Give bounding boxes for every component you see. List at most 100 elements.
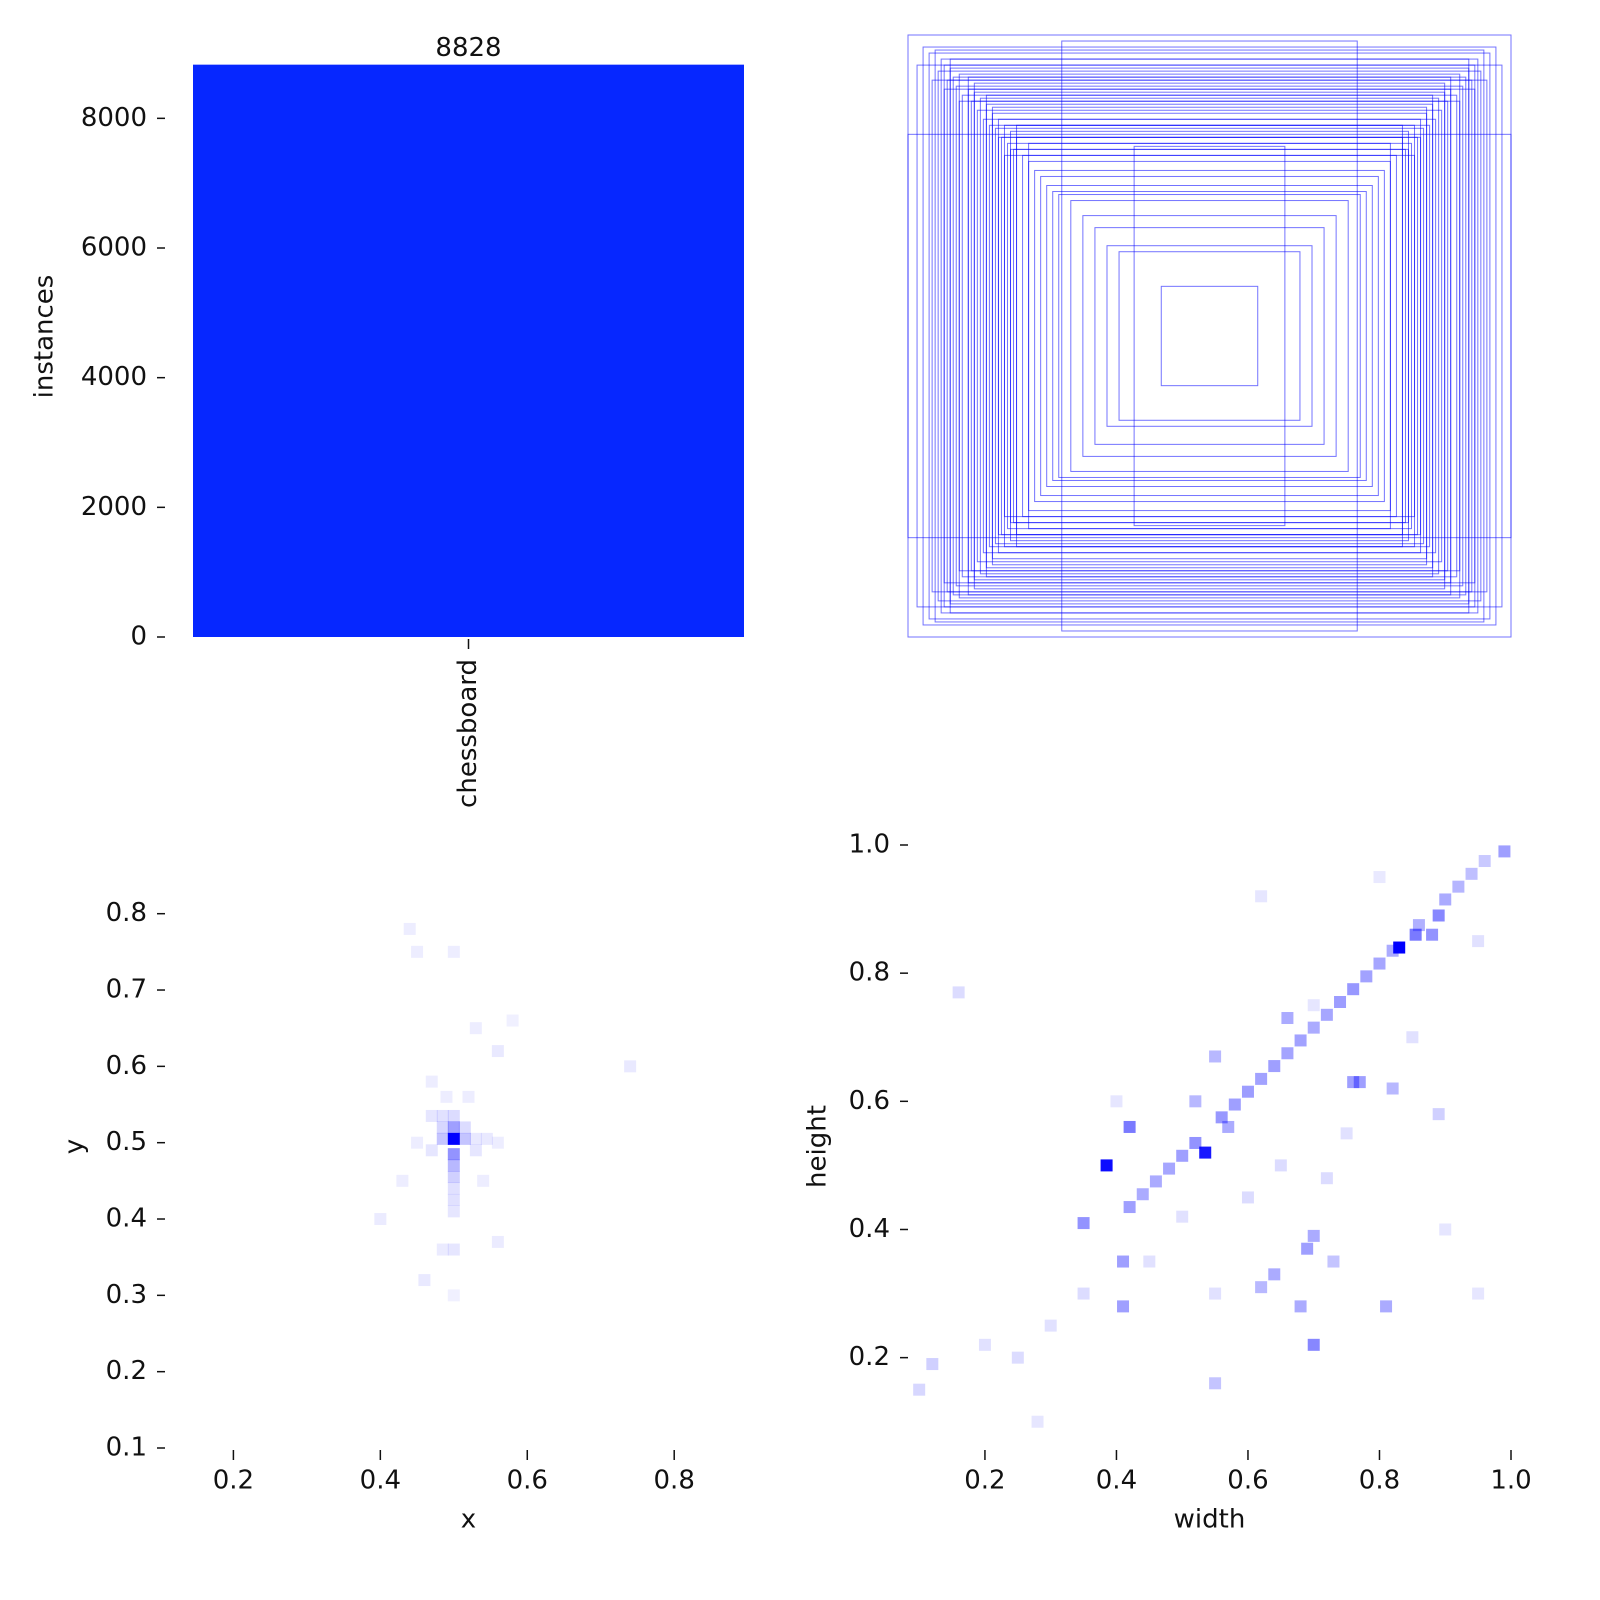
y-tick-label: 2000 — [81, 492, 147, 522]
x-axis-label: x — [461, 1505, 476, 1535]
heatmap-cell — [447, 1171, 460, 1184]
heatmap-cell — [1360, 970, 1373, 983]
bounding-box — [991, 112, 1428, 560]
heatmap-cell — [1439, 893, 1452, 906]
bounding-box — [922, 46, 1497, 626]
y-tick-label: 0 — [130, 622, 147, 652]
x-tick-label: 0.2 — [213, 1466, 254, 1496]
heatmap-cell — [1373, 957, 1386, 970]
x-tick-label: 0.8 — [1359, 1466, 1400, 1496]
heatmap-cell — [425, 1075, 438, 1088]
heatmap-cell — [1347, 1076, 1360, 1089]
heatmap-cell — [411, 1136, 424, 1149]
bounding-box — [931, 79, 1488, 593]
bounding-box — [1061, 40, 1358, 632]
heatmap-cell — [1228, 1098, 1241, 1111]
heatmap-cell — [1077, 1217, 1090, 1230]
bounding-box — [1094, 227, 1325, 445]
heatmap-cell — [469, 1132, 482, 1145]
heatmap-cell — [1406, 1031, 1419, 1044]
heatmap-cell — [1222, 1120, 1235, 1133]
heatmap-cell — [1281, 1047, 1294, 1060]
heatmap-cell — [411, 945, 424, 958]
y-axis-label: height — [803, 1105, 833, 1188]
bounding-box — [928, 52, 1491, 620]
heatmap-cell — [1117, 1255, 1130, 1268]
heatmap-cell — [396, 1174, 409, 1187]
heatmap-cell — [491, 1136, 504, 1149]
bounding-box — [955, 85, 1464, 587]
bounding-box — [1000, 136, 1419, 536]
heatmap-cell — [447, 1121, 460, 1134]
heatmap-cell — [1412, 919, 1425, 932]
bar — [193, 64, 744, 637]
heatmap-cell — [1117, 1300, 1130, 1313]
heatmap-cell — [1432, 909, 1445, 922]
heatmap-cell — [1347, 983, 1360, 996]
heatmap-cell — [447, 1132, 460, 1145]
y-tick-label: 0.1 — [106, 1433, 147, 1463]
bounding-box — [1040, 175, 1379, 497]
bounding-box — [1070, 200, 1349, 472]
heatmap-cell — [1452, 880, 1465, 893]
heatmap-cell — [1255, 890, 1268, 903]
heatmap-cell — [447, 1148, 460, 1161]
bounding-box — [1106, 245, 1313, 427]
bounding-box — [952, 76, 1467, 596]
bounding-box — [1160, 285, 1259, 387]
heatmap-cell — [1409, 928, 1422, 941]
bounding-box — [943, 88, 1476, 584]
bounding-box — [997, 136, 1422, 536]
y-axis-label: instances — [30, 275, 60, 399]
bounding-box — [958, 100, 1461, 572]
bounding-box — [940, 58, 1479, 614]
heatmap-cell — [418, 1274, 431, 1287]
heatmap-cell — [952, 986, 965, 999]
heatmap-cell — [458, 1132, 471, 1145]
heatmap-cell — [1031, 1415, 1044, 1428]
bounding-box — [1022, 154, 1397, 518]
heatmap-cell — [1215, 1111, 1228, 1124]
heatmap-cell — [477, 1174, 490, 1187]
heatmap-cell — [1472, 1287, 1485, 1300]
x-tick-label: 0.6 — [1227, 1466, 1268, 1496]
heatmap-cell — [1143, 1255, 1156, 1268]
bounding-box — [961, 94, 1458, 578]
bounding-box — [1082, 215, 1337, 457]
heatmap-cell — [1320, 1008, 1333, 1021]
heatmap-cell — [374, 1213, 387, 1226]
y-tick-label: 0.7 — [106, 975, 147, 1005]
heatmap-cell — [1472, 935, 1485, 948]
x-axis-label: width — [1174, 1505, 1246, 1535]
heatmap-cell — [1100, 1159, 1113, 1172]
bounding-box — [907, 133, 1512, 539]
bounding-box — [1046, 185, 1373, 487]
heatmap-cell — [1498, 845, 1511, 858]
bounding-box — [976, 109, 1443, 563]
x-tick-label: 0.4 — [360, 1466, 401, 1496]
bounding-box — [973, 91, 1446, 581]
heatmap-cell — [1241, 1191, 1254, 1204]
heatmap-cell — [1274, 1159, 1287, 1172]
heatmap-cell — [1353, 1076, 1366, 1089]
bounding-box — [934, 49, 1485, 623]
heatmap-cell — [1189, 1095, 1202, 1108]
heatmap-cell — [1281, 1012, 1294, 1025]
bar-value-label: 8828 — [435, 33, 501, 63]
heatmap-cell — [926, 1358, 939, 1371]
bounding-box — [979, 97, 1440, 575]
y-tick-label: 0.6 — [106, 1051, 147, 1081]
heatmap-cell — [1268, 1060, 1281, 1073]
heatmap-cell — [458, 1121, 471, 1134]
heatmap-cell — [447, 1289, 460, 1302]
x-tick-label: chessboard — [453, 659, 483, 808]
y-tick-label: 8000 — [81, 103, 147, 133]
bounding-box — [970, 100, 1449, 572]
y-tick-label: 0.8 — [849, 958, 890, 988]
y-tick-label: 1.0 — [849, 830, 890, 860]
heatmap-cell — [1294, 1300, 1307, 1313]
heatmap-cell — [624, 1060, 637, 1073]
x-tick-label: 0.6 — [507, 1466, 548, 1496]
bounding-box — [1133, 145, 1286, 527]
